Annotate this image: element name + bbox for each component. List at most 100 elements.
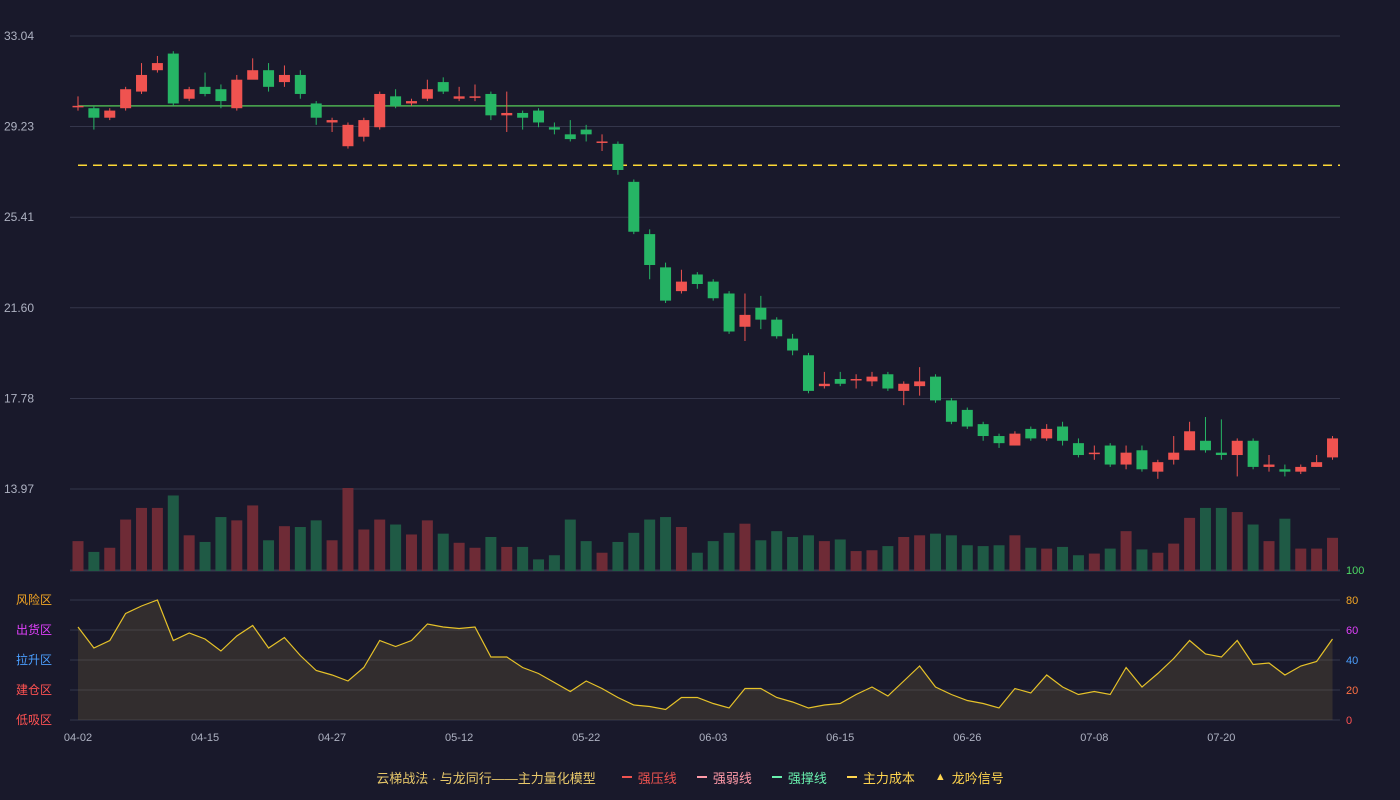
volume-bar bbox=[358, 529, 370, 571]
candle-body bbox=[707, 281, 719, 299]
candle-body bbox=[1088, 452, 1100, 455]
legend-swatch bbox=[696, 776, 707, 778]
candle-body bbox=[1263, 464, 1275, 467]
volume-bar bbox=[739, 523, 751, 571]
volume-bar bbox=[374, 519, 386, 571]
candle-body bbox=[882, 374, 894, 389]
legend-item-strong-resistance[interactable]: 强压线 bbox=[621, 768, 677, 787]
candle-body bbox=[755, 307, 767, 320]
candle-body bbox=[469, 96, 481, 98]
candle-body bbox=[1247, 440, 1259, 467]
legend-item-main-cost[interactable]: 主力成本 bbox=[846, 768, 915, 787]
volume-bar bbox=[596, 552, 608, 571]
date-tick-label: 06-26 bbox=[953, 732, 981, 744]
candle-body bbox=[1136, 450, 1148, 470]
volume-bar bbox=[993, 545, 1005, 571]
volume-bar bbox=[898, 536, 910, 571]
indicator-axis: 0 20 40 60 80 100 bbox=[1346, 565, 1364, 727]
volume-bar bbox=[628, 532, 640, 571]
candle-body bbox=[1041, 428, 1053, 439]
volume-bar bbox=[405, 534, 417, 571]
price-tick-label: 33.04 bbox=[4, 29, 34, 43]
volume-bar bbox=[1136, 549, 1148, 571]
volume-bar bbox=[501, 546, 513, 571]
volume-bar bbox=[834, 539, 846, 571]
candle-body bbox=[374, 93, 386, 128]
indicator-line bbox=[77, 599, 1333, 711]
volume-bar bbox=[342, 488, 354, 571]
price-tick-label: 17.78 bbox=[4, 391, 34, 405]
candle-body bbox=[278, 74, 290, 83]
volume-bar bbox=[1184, 517, 1196, 571]
price-tick-label: 21.60 bbox=[4, 301, 34, 315]
volume-bar bbox=[1199, 507, 1211, 571]
volume-bar bbox=[1088, 553, 1100, 571]
candle-body bbox=[215, 89, 227, 102]
volume-bar bbox=[914, 535, 926, 571]
candle-body bbox=[1311, 462, 1323, 467]
volume-bar bbox=[1120, 531, 1132, 571]
volume-bar bbox=[961, 545, 973, 571]
legend-label: 强压线 bbox=[637, 770, 677, 786]
volume-bar bbox=[660, 517, 672, 571]
candle-body bbox=[1057, 426, 1069, 441]
legend-swatch bbox=[621, 776, 632, 778]
candle-body bbox=[1009, 433, 1021, 446]
candle-body bbox=[88, 108, 100, 118]
volume-bar bbox=[485, 536, 497, 571]
legend-item-strength-line[interactable]: 强弱线 bbox=[696, 768, 752, 787]
candle-body bbox=[834, 379, 846, 384]
volume-bar bbox=[1311, 548, 1323, 571]
volume-bar bbox=[1104, 548, 1116, 571]
candle-body bbox=[72, 105, 84, 108]
candle-body bbox=[580, 129, 592, 135]
indicator-tick-label: 80 bbox=[1346, 595, 1358, 607]
candle-body bbox=[850, 379, 862, 381]
legend-item-dragon-signal[interactable]: ▲ 龙吟信号 bbox=[935, 768, 1004, 787]
candle-body bbox=[612, 143, 624, 170]
candle-body bbox=[1215, 452, 1227, 456]
candle-body bbox=[517, 112, 529, 118]
candle-body bbox=[898, 383, 910, 391]
legend-label: 龙吟信号 bbox=[951, 770, 1004, 786]
volume-bar bbox=[882, 546, 894, 571]
candle-body bbox=[1295, 466, 1307, 472]
volume-bar bbox=[866, 550, 878, 571]
volume-bar bbox=[1231, 512, 1243, 571]
date-tick-label: 04-15 bbox=[191, 732, 219, 744]
triangle-icon: ▲ bbox=[934, 771, 946, 783]
candle-body bbox=[977, 424, 989, 437]
volume-bar bbox=[453, 542, 465, 571]
volume-bar bbox=[469, 547, 481, 571]
candle-body bbox=[660, 267, 672, 301]
date-tick-label: 06-15 bbox=[826, 732, 854, 744]
volume-bar bbox=[1215, 507, 1227, 571]
volume-bar bbox=[278, 526, 290, 571]
candle-body bbox=[1184, 431, 1196, 451]
volume-bar bbox=[977, 546, 989, 571]
grid-lines bbox=[70, 35, 1340, 721]
zone-label: 拉升区 bbox=[16, 652, 52, 667]
indicator-panel bbox=[77, 599, 1333, 720]
price-tick-label: 13.97 bbox=[4, 482, 34, 496]
candle-body bbox=[421, 89, 433, 99]
candle-body bbox=[485, 93, 497, 116]
candle-body bbox=[564, 134, 576, 140]
volume-bar bbox=[1168, 543, 1180, 571]
legend-title: 云梯战法 · 与龙同行——主力量化模型 bbox=[376, 770, 596, 786]
candle-body bbox=[723, 293, 735, 332]
volume-bar bbox=[755, 540, 767, 571]
volume-bar bbox=[326, 540, 338, 571]
candle-body bbox=[167, 53, 179, 104]
zone-label: 建仓区 bbox=[16, 683, 52, 697]
volume-bar bbox=[850, 551, 862, 571]
volume-bar bbox=[294, 527, 306, 571]
volume-bar bbox=[1295, 548, 1307, 571]
candle-body bbox=[453, 96, 465, 99]
legend-item-strong-support[interactable]: 强撑线 bbox=[771, 768, 827, 787]
volume-bar bbox=[787, 536, 799, 571]
candle-body bbox=[405, 101, 417, 104]
volume-bar bbox=[1279, 518, 1291, 571]
volume-bar bbox=[310, 520, 322, 571]
candle-body bbox=[787, 338, 799, 351]
